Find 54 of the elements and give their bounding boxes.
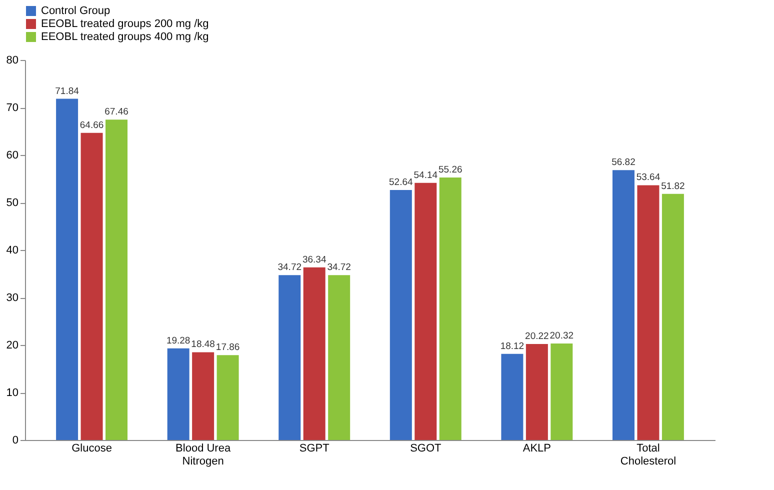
y-tick-label: 80 (6, 54, 18, 66)
data-label: 36.34 (302, 254, 326, 266)
data-label: 34.72 (278, 262, 302, 274)
bar (167, 348, 190, 440)
data-label: 52.64 (389, 176, 413, 188)
x-tick-label: Blood Urea Nitrogen (176, 442, 232, 468)
y-tick-label: 20 (6, 340, 18, 352)
data-label: 19.28 (166, 335, 190, 346)
y-tick-label: 30 (6, 292, 18, 304)
x-tick-label: Total Cholesterol (620, 442, 676, 468)
legend-label: EEOBL treated groups 200 mg /kg (41, 18, 209, 30)
y-tick-label: 50 (6, 197, 18, 209)
bar (192, 352, 214, 440)
data-label: 34.72 (327, 262, 351, 274)
bar (526, 344, 548, 440)
bar (550, 343, 573, 440)
bar (106, 120, 128, 440)
bar (80, 132, 103, 440)
y-tick-label: 70 (6, 102, 18, 114)
data-label: 71.84 (55, 86, 79, 97)
bar (612, 170, 634, 440)
data-label: 18.12 (500, 340, 524, 352)
bar (216, 355, 239, 440)
y-tick-label: 0 (12, 434, 18, 446)
data-label: 17.86 (216, 342, 240, 354)
y-tick-label: 40 (6, 244, 18, 256)
bar (303, 267, 326, 440)
data-label: 64.66 (80, 120, 104, 131)
bar (637, 185, 660, 440)
legend-label: Control Group (41, 5, 110, 17)
x-tick-label: Glucose (72, 442, 112, 454)
bar (278, 275, 301, 440)
legend-label: EEOBL treated groups 400 mg /kg (41, 31, 209, 43)
x-tick-label: SGOT (410, 442, 442, 454)
bar (56, 98, 78, 440)
bar (414, 182, 437, 440)
data-label: 67.46 (104, 106, 128, 118)
data-label: 18.48 (191, 339, 215, 350)
data-label: 51.82 (661, 180, 685, 192)
bar (390, 190, 412, 440)
bar (501, 354, 524, 440)
bar (439, 178, 462, 440)
data-label: 53.64 (636, 172, 660, 184)
bar (662, 194, 684, 440)
y-tick-label: 10 (6, 387, 18, 399)
data-label: 20.32 (550, 330, 574, 342)
y-tick-label: 60 (6, 150, 18, 162)
data-label: 55.26 (438, 164, 462, 176)
data-label: 54.14 (414, 170, 438, 181)
bar (328, 275, 350, 440)
x-tick-label: SGPT (299, 442, 330, 454)
data-label: 56.82 (612, 157, 636, 168)
data-label: 20.22 (525, 330, 549, 342)
x-tick-label: AKLP (522, 442, 552, 454)
